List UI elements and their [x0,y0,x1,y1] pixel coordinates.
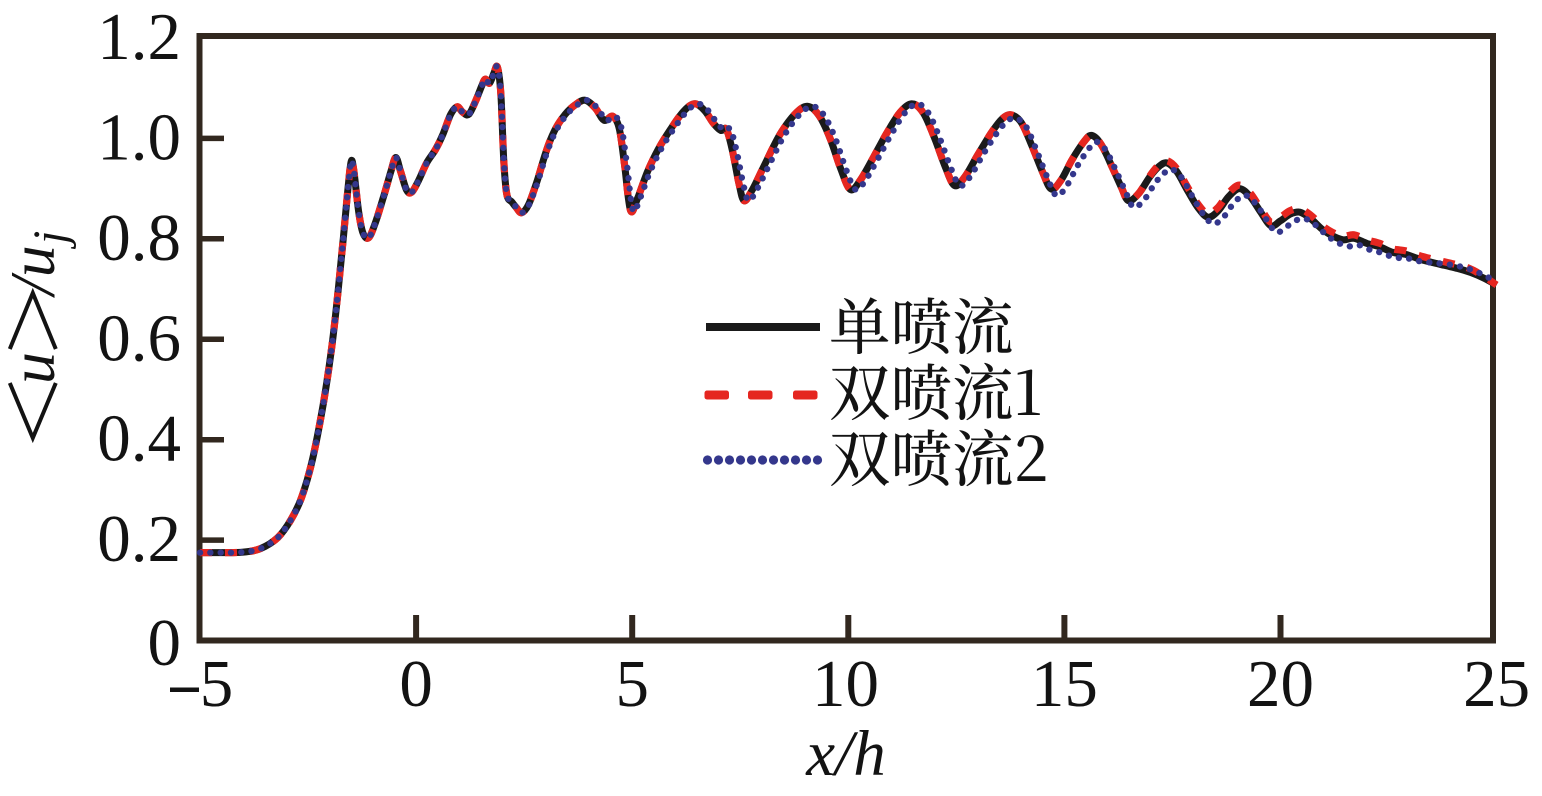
svg-text:0: 0 [399,647,433,721]
svg-text:15: 15 [1031,647,1098,721]
svg-text:1.0: 1.0 [97,100,181,174]
svg-text:/u: /u [0,245,68,298]
svg-text:x/h: x/h [805,718,885,790]
svg-text:20: 20 [1247,647,1314,721]
svg-text:5: 5 [615,647,649,721]
svg-text:0.6: 0.6 [97,301,181,375]
svg-text:0.8: 0.8 [97,201,181,275]
svg-text:5: 5 [200,647,234,721]
svg-text:10: 10 [812,647,879,721]
svg-text:0.4: 0.4 [97,402,181,476]
svg-text:25: 25 [1463,647,1530,721]
svg-text:u: u [0,352,68,384]
svg-text:0.2: 0.2 [97,502,181,576]
svg-text:0: 0 [148,606,182,680]
svg-text:1.2: 1.2 [97,0,181,74]
